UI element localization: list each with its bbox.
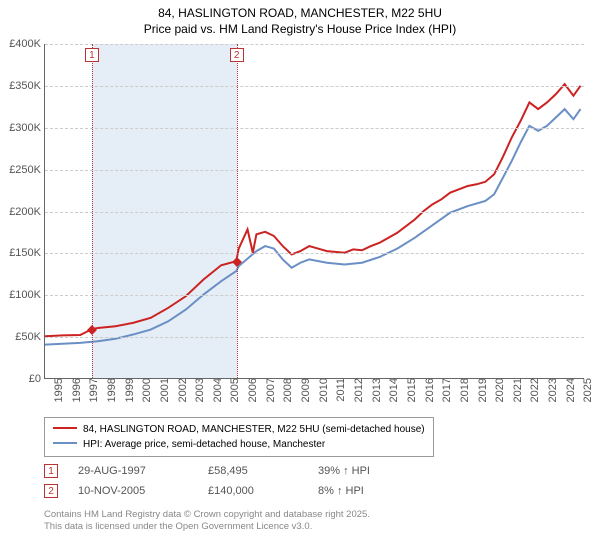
chart-container: 84, HASLINGTON ROAD, MANCHESTER, M22 5HU… (0, 0, 600, 560)
sale-badge: 2 (44, 484, 58, 498)
x-axis-label: 2015 (402, 378, 418, 402)
gridline (45, 337, 584, 338)
y-axis-label: £400K (9, 38, 45, 50)
x-axis-label: 2005 (225, 378, 241, 402)
x-axis-label: 2011 (331, 378, 347, 402)
x-axis-label: 2002 (173, 378, 189, 402)
legend-label-price: 84, HASLINGTON ROAD, MANCHESTER, M22 5HU… (83, 424, 425, 435)
legend-label-hpi: HPI: Average price, semi-detached house,… (83, 439, 325, 450)
x-axis-label: 2019 (473, 378, 489, 402)
x-axis-label: 1997 (84, 378, 100, 402)
y-axis-label: £250K (9, 164, 45, 176)
sale-badge: 1 (44, 464, 58, 478)
y-axis-label: £0 (29, 373, 45, 385)
x-axis-label: 2003 (190, 378, 206, 402)
gridline (45, 128, 584, 129)
legend-swatch-hpi (53, 437, 77, 452)
x-axis-label: 2001 (155, 378, 171, 402)
title-line2: Price paid vs. HM Land Registry's House … (0, 22, 600, 38)
x-axis-label: 1995 (49, 378, 65, 402)
x-axis-label: 1998 (102, 378, 118, 402)
gridline (45, 170, 584, 171)
x-axis-label: 2012 (349, 378, 365, 402)
sale-badge: 1 (85, 48, 99, 62)
legend-row-hpi: HPI: Average price, semi-detached house,… (53, 437, 425, 452)
y-axis-label: £200K (9, 206, 45, 218)
legend-row-price: 84, HASLINGTON ROAD, MANCHESTER, M22 5HU… (53, 422, 425, 437)
sales-table: 1 29-AUG-1997£58,49539% ↑ HPI 2 10-NOV-2005… (44, 461, 370, 501)
sale-delta: 8% ↑ HPI (318, 485, 364, 497)
x-axis-label: 1996 (67, 378, 83, 402)
sales-row: 1 29-AUG-1997£58,49539% ↑ HPI (44, 461, 370, 481)
x-axis-label: 2020 (490, 378, 506, 402)
x-axis-label: 2016 (420, 378, 436, 402)
gridline (45, 86, 584, 87)
price-line (45, 84, 581, 336)
x-axis-label: 2018 (455, 378, 471, 402)
x-axis-label: 2025 (578, 378, 594, 402)
sale-price: £140,000 (208, 485, 318, 497)
sale-badge: 2 (230, 48, 244, 62)
x-axis-label: 2007 (261, 378, 277, 402)
gridline (45, 253, 584, 254)
legend-swatch-price (53, 422, 77, 437)
sale-date: 29-AUG-1997 (78, 465, 208, 477)
y-axis-label: £100K (9, 289, 45, 301)
sale-date: 10-NOV-2005 (78, 485, 208, 497)
y-axis-label: £350K (9, 80, 45, 92)
footer-attribution: Contains HM Land Registry data © Crown c… (44, 509, 370, 534)
y-axis-label: £50K (15, 331, 45, 343)
gridline (45, 295, 584, 296)
x-axis-label: 2000 (137, 378, 153, 402)
x-axis-label: 2004 (208, 378, 224, 402)
x-axis-label: 2008 (278, 378, 294, 402)
x-axis-label: 1999 (120, 378, 136, 402)
x-axis-label: 2010 (314, 378, 330, 402)
y-axis-label: £150K (9, 247, 45, 259)
gridline (45, 44, 584, 45)
footer-line1: Contains HM Land Registry data © Crown c… (44, 509, 370, 521)
x-axis-label: 2006 (243, 378, 259, 402)
x-axis-label: 2013 (367, 378, 383, 402)
x-axis-label: 2023 (543, 378, 559, 402)
footer-line2: This data is licensed under the Open Gov… (44, 521, 370, 533)
sale-delta: 39% ↑ HPI (318, 465, 370, 477)
chart-header: 84, HASLINGTON ROAD, MANCHESTER, M22 5HU… (0, 0, 600, 37)
legend: 84, HASLINGTON ROAD, MANCHESTER, M22 5HU… (44, 417, 434, 457)
title-line1: 84, HASLINGTON ROAD, MANCHESTER, M22 5HU (0, 6, 600, 22)
x-axis-label: 2024 (561, 378, 577, 402)
sale-price: £58,495 (208, 465, 318, 477)
x-axis-label: 2022 (525, 378, 541, 402)
gridline (45, 212, 584, 213)
x-axis-label: 2009 (296, 378, 312, 402)
x-axis-label: 2021 (508, 378, 524, 402)
hpi-line (45, 109, 581, 344)
y-axis-label: £300K (9, 122, 45, 134)
plot-area: £0£50K£100K£150K£200K£250K£300K£350K£400… (44, 44, 584, 379)
sales-row: 2 10-NOV-2005£140,0008% ↑ HPI (44, 481, 370, 501)
x-axis-label: 2014 (384, 378, 400, 402)
x-axis-label: 2017 (437, 378, 453, 402)
sale-vline (237, 44, 238, 378)
